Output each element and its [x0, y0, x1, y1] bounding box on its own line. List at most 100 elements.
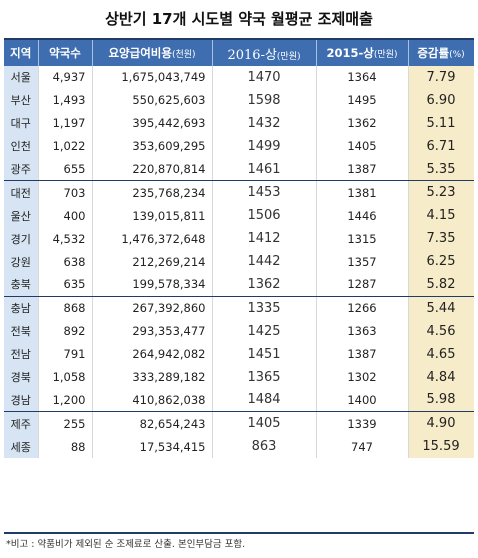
sales-2016-cell: 1484 — [212, 388, 317, 413]
benefit-cost-cell: 1,476,372,648 — [92, 227, 213, 251]
benefit-cost-cell: 550,625,603 — [92, 88, 213, 112]
table-row: 서울 4,937 1,675,043,749 1470 1364 7.79 — [4, 66, 474, 89]
sales-2015-cell: 1287 — [316, 273, 409, 297]
table-row: 경남 1,200 410,862,038 1484 1400 5.98 — [4, 388, 474, 413]
sales-2015-cell: 1495 — [316, 88, 409, 112]
sales-2016-cell: 1499 — [212, 134, 317, 158]
sales-2016-cell: 1365 — [212, 365, 317, 389]
pharmacy-count-cell: 635 — [38, 273, 93, 297]
sales-2015-cell: 1381 — [316, 180, 409, 205]
sales-2016-cell: 1451 — [212, 342, 317, 366]
pharmacy-count-cell: 255 — [38, 411, 93, 436]
pharmacy-count-cell: 1,022 — [38, 134, 93, 158]
region-cell: 경남 — [4, 388, 39, 413]
table-row: 전남 791 264,942,082 1451 1387 4.65 — [4, 342, 474, 366]
region-cell: 경기 — [4, 227, 39, 251]
data-table-container: 지역 약국수 요양급여비용(천원) 2016-상(만원) 2015-상(만원) … — [4, 38, 474, 534]
rate-cell: 5.35 — [408, 157, 474, 182]
table-row: 제주 255 82,654,243 1405 1339 4.90 — [4, 411, 474, 436]
pharmacy-count-cell: 1,493 — [38, 88, 93, 112]
region-cell: 충북 — [4, 273, 39, 297]
table-row: 대구 1,197 395,442,693 1432 1362 5.11 — [4, 111, 474, 135]
rate-cell: 5.98 — [408, 388, 474, 413]
benefit-cost-cell: 139,015,811 — [92, 204, 213, 228]
benefit-cost-cell: 353,609,295 — [92, 134, 213, 158]
sales-2015-cell: 1302 — [316, 365, 409, 389]
region-cell: 제주 — [4, 411, 39, 436]
pharmacy-count-cell: 400 — [38, 204, 93, 228]
sales-2016-cell: 1425 — [212, 319, 317, 343]
rate-cell: 5.23 — [408, 180, 474, 205]
table-row: 울산 400 139,015,811 1506 1446 4.15 — [4, 204, 474, 228]
rate-cell: 4.65 — [408, 342, 474, 366]
rate-cell: 6.25 — [408, 250, 474, 274]
sales-table: 지역 약국수 요양급여비용(천원) 2016-상(만원) 2015-상(만원) … — [4, 40, 474, 459]
rate-cell: 5.44 — [408, 296, 474, 320]
sales-2015-cell: 1387 — [316, 157, 409, 182]
benefit-cost-cell: 293,353,477 — [92, 319, 213, 343]
benefit-cost-cell: 220,870,814 — [92, 157, 213, 182]
benefit-cost-cell: 235,768,234 — [92, 180, 213, 205]
header-row: 지역 약국수 요양급여비용(천원) 2016-상(만원) 2015-상(만원) … — [4, 40, 474, 66]
header-region: 지역 — [4, 40, 39, 66]
pharmacy-count-cell: 1,058 — [38, 365, 93, 389]
region-cell: 대전 — [4, 180, 39, 205]
sales-2015-cell: 1357 — [316, 250, 409, 274]
header-pharmacy-count: 약국수 — [38, 40, 93, 66]
pharmacy-count-cell: 655 — [38, 157, 93, 182]
rate-cell: 4.84 — [408, 365, 474, 389]
region-cell: 전남 — [4, 342, 39, 366]
table-row: 인천 1,022 353,609,295 1499 1405 6.71 — [4, 134, 474, 158]
region-cell: 울산 — [4, 204, 39, 228]
header-2015: 2015-상(만원) — [316, 40, 409, 66]
pharmacy-count-cell: 638 — [38, 250, 93, 274]
header-benefit-cost: 요양급여비용(천원) — [92, 40, 213, 66]
region-cell: 대구 — [4, 111, 39, 135]
sales-2016-cell: 1362 — [212, 273, 317, 297]
sales-2016-cell: 863 — [212, 435, 317, 459]
footnote: *비고 : 약품비가 제외된 순 조제료로 산출. 본인부담금 포함. — [6, 539, 246, 550]
rate-cell: 7.79 — [408, 66, 474, 89]
sales-2015-cell: 1339 — [316, 411, 409, 436]
benefit-cost-cell: 395,442,693 — [92, 111, 213, 135]
sales-2015-cell: 1266 — [316, 296, 409, 320]
pharmacy-count-cell: 4,532 — [38, 227, 93, 251]
pharmacy-count-cell: 791 — [38, 342, 93, 366]
sales-2016-cell: 1461 — [212, 157, 317, 182]
rate-cell: 4.90 — [408, 411, 474, 436]
sales-2015-cell: 747 — [316, 435, 409, 459]
sales-2015-cell: 1446 — [316, 204, 409, 228]
rate-cell: 6.90 — [408, 88, 474, 112]
pharmacy-count-cell: 868 — [38, 296, 93, 320]
region-cell: 인천 — [4, 134, 39, 158]
header-rate: 증감률(%) — [408, 40, 474, 66]
sales-2015-cell: 1315 — [316, 227, 409, 251]
region-cell: 경북 — [4, 365, 39, 389]
benefit-cost-cell: 333,289,182 — [92, 365, 213, 389]
sales-2016-cell: 1412 — [212, 227, 317, 251]
sales-2015-cell: 1362 — [316, 111, 409, 135]
table-title: 상반기 17개 시도별 약국 월평균 조제매출 — [105, 10, 373, 28]
table-row: 대전 703 235,768,234 1453 1381 5.23 — [4, 180, 474, 205]
pharmacy-count-cell: 892 — [38, 319, 93, 343]
sales-2015-cell: 1405 — [316, 134, 409, 158]
table-row: 충북 635 199,578,334 1362 1287 5.82 — [4, 273, 474, 297]
rate-cell: 7.35 — [408, 227, 474, 251]
pharmacy-count-cell: 703 — [38, 180, 93, 205]
sales-2016-cell: 1470 — [212, 66, 317, 89]
table-row: 전북 892 293,353,477 1425 1363 4.56 — [4, 319, 474, 343]
sales-2016-cell: 1442 — [212, 250, 317, 274]
table-row: 광주 655 220,870,814 1461 1387 5.35 — [4, 157, 474, 182]
table-body: 서울 4,937 1,675,043,749 1470 1364 7.79 부산 1,493 5… — [4, 66, 474, 459]
region-cell: 충남 — [4, 296, 39, 320]
pharmacy-count-cell: 1,197 — [38, 111, 93, 135]
pharmacy-count-cell: 1,200 — [38, 388, 93, 413]
table-row: 경북 1,058 333,289,182 1365 1302 4.84 — [4, 365, 474, 389]
sales-2016-cell: 1506 — [212, 204, 317, 228]
rate-cell: 5.82 — [408, 273, 474, 297]
benefit-cost-cell: 212,269,214 — [92, 250, 213, 274]
region-cell: 광주 — [4, 157, 39, 182]
header-2016: 2016-상(만원) — [212, 40, 317, 66]
table-row: 경기 4,532 1,476,372,648 1412 1315 7.35 — [4, 227, 474, 251]
region-cell: 세종 — [4, 435, 39, 459]
